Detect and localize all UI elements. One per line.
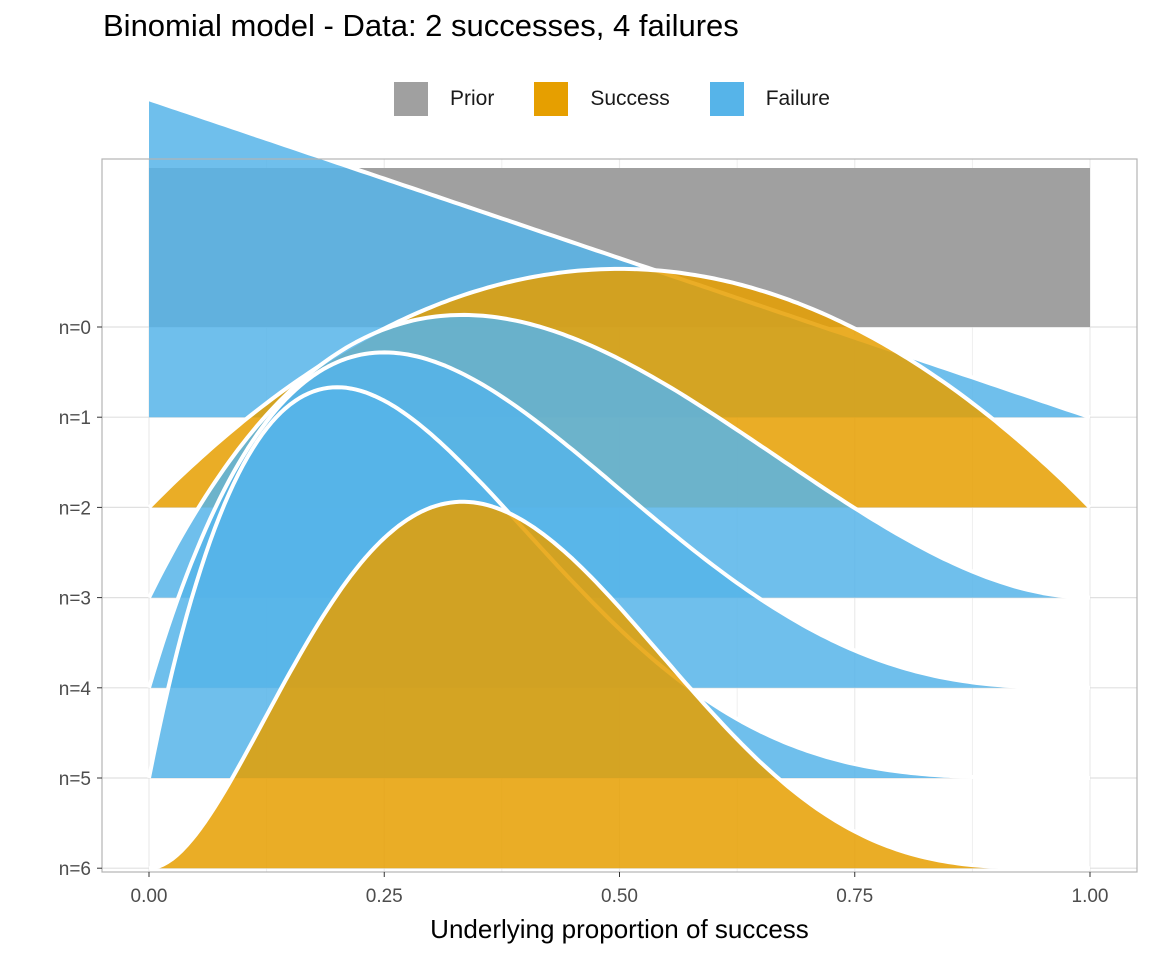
x-tick-label: 0.00 <box>131 886 168 907</box>
y-tick-label: n=1 <box>59 408 91 429</box>
ridge-outline-n4 <box>147 350 1090 690</box>
legend-item-failure: Failure <box>709 82 830 116</box>
x-axis-title: Underlying proportion of success <box>430 914 809 944</box>
y-tick-label: n=2 <box>59 498 91 519</box>
y-tick-label: n=5 <box>59 769 91 790</box>
x-tick-label: 0.25 <box>366 886 403 907</box>
ridge-outline-n1 <box>148 97 1091 420</box>
ridge-outline-n6 <box>148 499 1090 871</box>
y-tick-label: n=3 <box>59 589 91 610</box>
y-tick-label: n=4 <box>59 679 92 700</box>
y-tick-label: n=0 <box>59 318 91 339</box>
axis-layer: n=0 n=1 n=2 n=3 n=4 n=5 n=6 0.00 0.25 0.50 0.75 1.0… <box>59 318 1109 944</box>
legend-item-success: Success <box>534 82 670 116</box>
x-tick-label: 0.50 <box>601 886 638 907</box>
ridge-layer <box>147 97 1092 871</box>
ridge-outline-n3 <box>147 312 1090 600</box>
y-tick-label: n=6 <box>59 859 91 880</box>
chart-title: Binomial model - Data: 2 successes, 4 fa… <box>103 8 739 43</box>
legend-swatch-success <box>534 82 569 116</box>
legend-label-success: Success <box>590 87 670 110</box>
x-tick-label: 0.75 <box>836 886 873 907</box>
legend: Prior Success Failure <box>394 82 870 116</box>
x-tick-label: 1.00 <box>1072 886 1109 907</box>
ridge-area-n6 <box>149 501 1090 869</box>
legend-label-failure: Failure <box>765 87 830 110</box>
legend-swatch-prior <box>394 82 428 116</box>
legend-label-prior: Prior <box>450 87 495 110</box>
legend-item-prior: Prior <box>394 82 494 116</box>
legend-swatch-failure <box>709 82 744 116</box>
